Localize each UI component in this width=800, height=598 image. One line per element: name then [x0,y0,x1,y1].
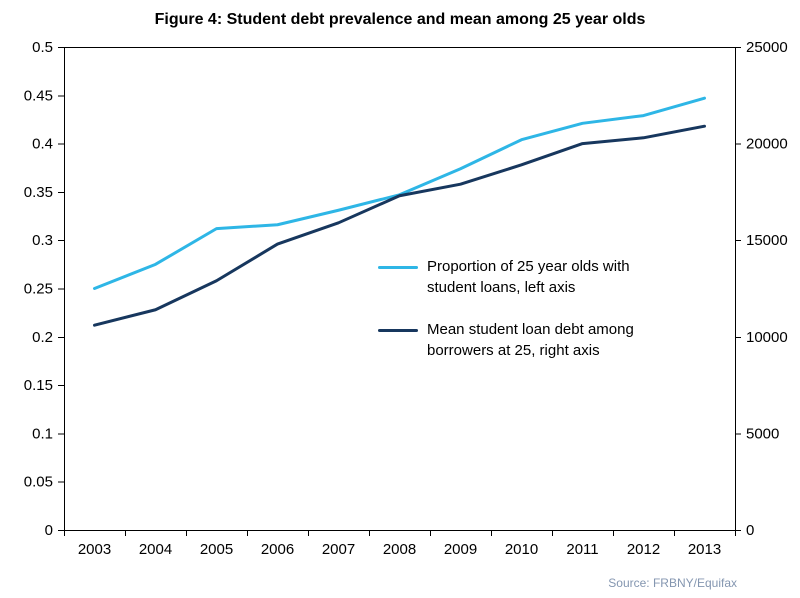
right-axis-tick-label: 25000 [746,39,788,56]
x-axis-tick-label: 2009 [444,541,477,558]
legend-swatch-mean-debt-icon [378,329,418,333]
x-axis-tick-label: 2007 [322,541,355,558]
right-axis-tick-label: 10000 [746,329,788,346]
source-note: Source: FRBNY/Equifax [608,576,737,590]
x-axis-tick-label: 2011 [566,541,598,558]
x-axis-tick-label: 2013 [688,541,721,558]
x-axis-tick-label: 2012 [627,541,660,558]
legend: Proportion of 25 year olds with student … [378,257,678,384]
x-axis-tick-label: 2005 [200,541,233,558]
legend-item-mean-debt: Mean student loan debt among borrowers a… [378,320,678,361]
left-axis-tick-label: 0.35 [24,184,53,201]
left-axis-tick-label: 0.25 [24,281,53,298]
legend-label-mean-debt: Mean student loan debt among borrowers a… [427,321,634,360]
chart-title: Figure 4: Student debt prevalence and me… [154,11,646,28]
x-axis-tick-label: 2008 [383,541,416,558]
x-axis-tick-label: 2006 [261,541,294,558]
legend-swatch-proportion-icon [378,266,418,269]
x-axis-tick-label: 2003 [78,541,111,558]
legend-item-proportion: Proportion of 25 year olds with student … [378,257,678,298]
x-axis-tick-label: 2004 [139,541,172,558]
left-axis-tick-label: 0 [45,522,53,539]
left-axis-tick-label: 0.5 [32,39,53,56]
mean-debt-line [93,124,706,327]
right-axis-tick-label: 5000 [746,425,779,442]
left-axis-tick-label: 0.4 [32,136,53,153]
right-axis-tick-label: 15000 [746,232,788,249]
left-axis-tick-label: 0.2 [32,329,53,346]
x-axis-tick-label: 2010 [505,541,538,558]
plot-frame [64,47,736,531]
left-axis-tick-label: 0.05 [24,474,53,491]
left-axis-tick-label: 0.45 [24,87,53,104]
right-axis-tick-label: 20000 [746,136,788,153]
legend-label-proportion: Proportion of 25 year olds with student … [427,258,630,296]
right-axis-tick-label: 0 [746,522,754,539]
left-axis-tick-label: 0.15 [24,377,53,394]
left-axis-tick-label: 0.1 [32,425,53,442]
left-axis-tick-label: 0.3 [32,232,53,249]
